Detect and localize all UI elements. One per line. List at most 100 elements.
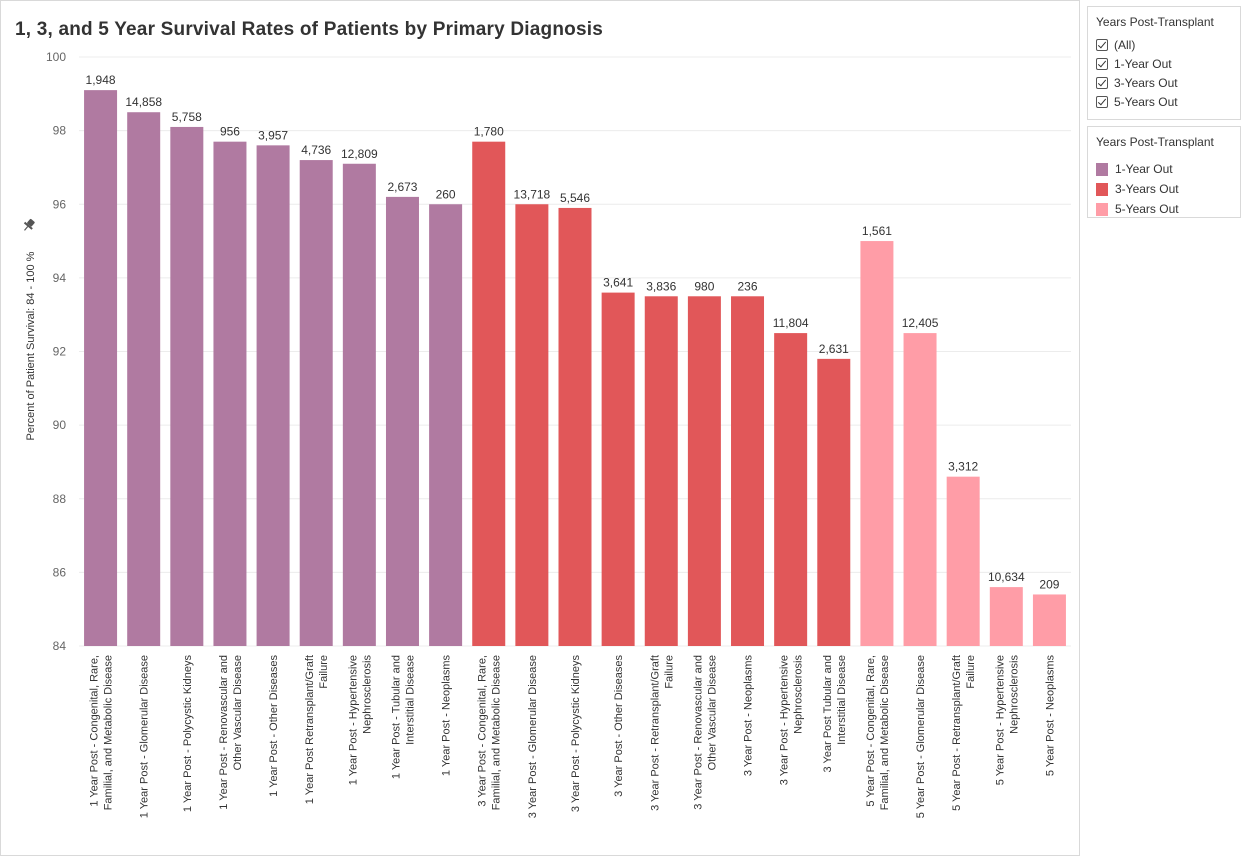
legend-swatch — [1096, 202, 1108, 216]
data-label: 5,758 — [172, 110, 202, 124]
x-tick-label: 5 Year Post - Congenital, Rare, — [865, 655, 877, 807]
filter-item-label: 3-Years Out — [1114, 75, 1178, 90]
data-label: 209 — [1039, 577, 1059, 591]
x-tick-label: Nephrosclerosis — [361, 655, 373, 734]
y-tick-label: 94 — [53, 271, 67, 285]
legend-title: Years Post-Transplant — [1096, 135, 1214, 149]
data-label: 3,312 — [948, 460, 978, 474]
filter-panel: Years Post-Transplant (All) 1-Year Out 3… — [1087, 6, 1241, 120]
checkbox-checked-icon[interactable] — [1096, 38, 1108, 51]
bar — [687, 296, 721, 646]
x-tick-label: Nephrosclerosis — [793, 655, 805, 734]
legend-item-label: 5-Years Out — [1115, 202, 1179, 216]
legend-item-5-years-out[interactable]: 5-Years Out — [1088, 199, 1240, 219]
x-tick-label: 1 Year Post - Polycystic Kidneys — [182, 655, 194, 813]
filter-title: Years Post-Transplant — [1096, 15, 1214, 29]
x-tick-label: 3 Year Post - Glomerular Disease — [527, 655, 539, 818]
x-tick-label: 5 Year Post - Hypertensive — [994, 655, 1006, 785]
x-tick-label: 3 Year Post - Retransplant/Graft — [649, 655, 661, 811]
data-label: 980 — [694, 279, 714, 293]
data-label: 3,836 — [646, 279, 676, 293]
filter-item-label: (All) — [1114, 37, 1136, 52]
data-label: 3,957 — [258, 128, 288, 142]
checkbox-checked-icon[interactable] — [1096, 76, 1108, 89]
y-tick-label: 88 — [53, 492, 67, 506]
chart-title: 1, 3, and 5 Year Survival Rates of Patie… — [15, 19, 603, 40]
filter-item-label: 1-Year Out — [1114, 56, 1172, 71]
legend-swatch — [1096, 162, 1108, 176]
bar — [903, 333, 937, 646]
x-tick-label: Failure — [318, 655, 330, 689]
x-tick-label: 3 Year Post - Congenital, Rare, — [477, 655, 489, 807]
x-tick-label: 1 Year Post - Other Diseases — [268, 655, 280, 797]
legend-item-3-years-out[interactable]: 3-Years Out — [1088, 179, 1240, 199]
bar-chart: 84 86 88 90 92 94 96 98 100 Percent of Patient Su… — [23, 50, 1071, 818]
filter-item-5-years-out[interactable]: 5-Years Out — [1088, 92, 1240, 111]
x-tick-label: 3 Year Post - Renovascular and — [692, 655, 704, 810]
bar — [213, 141, 247, 646]
data-label: 3,641 — [603, 276, 633, 290]
y-axis-label: Percent of Patient Survival: 84 - 100 % — [25, 251, 37, 440]
x-tick-label: 1 Year Post - Hypertensive — [347, 655, 359, 785]
bar — [515, 204, 549, 646]
bar — [860, 241, 894, 646]
data-label: 12,809 — [341, 147, 378, 161]
x-tick-label: 1 Year Post - Tubular and — [390, 655, 402, 779]
x-tick-label: 3 Year Post - Hypertensive — [779, 655, 791, 785]
bar — [342, 163, 376, 646]
x-tick-label: 5 Year Post - Neoplasms — [1044, 655, 1056, 777]
y-tick-label: 84 — [53, 639, 67, 653]
x-tick-label: Failure — [663, 655, 675, 689]
data-label: 12,405 — [902, 316, 939, 330]
x-tick-label: Nephrosclerosis — [1008, 655, 1020, 734]
y-tick-label: 100 — [46, 50, 66, 64]
bar — [644, 296, 678, 646]
bar — [299, 160, 333, 646]
x-tick-label: 1 Year Post - Congenital, Rare, — [89, 655, 101, 807]
pin-collar — [23, 221, 33, 230]
bar — [774, 333, 808, 646]
legend-swatch — [1096, 182, 1108, 196]
pin-head — [27, 218, 35, 227]
x-tick-label: 1 Year Post - Glomerular Disease — [139, 655, 151, 818]
bar — [385, 196, 419, 646]
filter-item-label: 5-Years Out — [1114, 94, 1178, 109]
data-label: 4,736 — [301, 143, 331, 157]
data-label: 236 — [738, 279, 758, 293]
data-label: 1,780 — [474, 125, 504, 139]
bar — [472, 141, 506, 646]
x-tick-label: Familial, and Metabolic Disease — [491, 655, 503, 810]
bar — [817, 358, 851, 646]
x-tick-label: 1 Year Post - Renovascular and — [218, 655, 230, 810]
x-tick-label: 3 Year Post - Other Diseases — [613, 655, 625, 797]
legend-panel: Years Post-Transplant 1-Year Out 3-Years… — [1087, 126, 1241, 218]
bar — [429, 204, 463, 646]
legend-item-1-year-out[interactable]: 1-Year Out — [1088, 159, 1240, 179]
x-tick-label: 3 Year Post - Polycystic Kidneys — [570, 655, 582, 813]
y-tick-label: 98 — [53, 124, 67, 138]
filter-item-all[interactable]: (All) — [1088, 35, 1240, 54]
x-tick-label: 3 Year Post - Neoplasms — [743, 655, 755, 777]
data-label: 1,948 — [86, 73, 116, 87]
bar — [256, 145, 290, 646]
data-label: 2,673 — [387, 180, 417, 194]
x-tick-label: Familial, and Metabolic Disease — [879, 655, 891, 810]
bar — [989, 587, 1023, 646]
data-label: 13,718 — [514, 187, 551, 201]
filter-item-1-year-out[interactable]: 1-Year Out — [1088, 54, 1240, 73]
filter-item-3-years-out[interactable]: 3-Years Out — [1088, 73, 1240, 92]
x-tick-label: Other Vascular Disease — [232, 655, 244, 770]
x-tick-label: 5 Year Post - Glomerular Disease — [915, 655, 927, 818]
checkbox-checked-icon[interactable] — [1096, 57, 1108, 70]
bar — [1032, 594, 1066, 646]
data-label: 11,804 — [773, 316, 809, 330]
x-tick-label: 1 Year Post Retransplant/Graft — [304, 655, 316, 804]
x-tick-label: 1 Year Post - Neoplasms — [441, 655, 453, 777]
data-label: 260 — [436, 187, 456, 201]
x-tick-label: Familial, and Metabolic Disease — [103, 655, 115, 810]
x-tick-label: Other Vascular Disease — [706, 655, 718, 770]
x-tick-label: 5 Year Post - Retransplant/Graft — [951, 655, 963, 811]
bar — [170, 126, 204, 647]
data-label: 1,561 — [862, 224, 892, 238]
checkbox-checked-icon[interactable] — [1096, 95, 1108, 108]
